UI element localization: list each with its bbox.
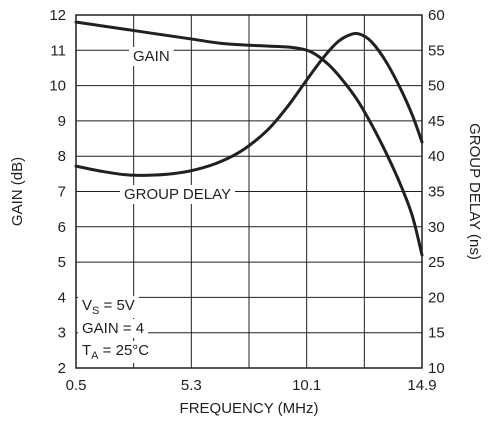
x-tick-label: 5.3 <box>181 377 202 394</box>
series <box>74 20 424 257</box>
y-tick-label: 4 <box>58 289 66 306</box>
condition-supply-voltage: VS = 5V <box>82 297 135 317</box>
x-tick-label: 0.5 <box>66 377 87 394</box>
y-tick-label: 10 <box>49 78 66 95</box>
y2-tick-label: 10 <box>428 360 445 377</box>
y2-tick-label: 15 <box>428 325 445 342</box>
y-tick-label: 7 <box>58 184 66 201</box>
condition-ambient-temperature: TA = 25°C <box>82 342 149 362</box>
y-tick-label: 12 <box>49 7 66 24</box>
y2-axis-title-group-delay: GROUP DELAY (ns) <box>466 123 483 260</box>
plot-frame <box>75 14 423 369</box>
y2-tick-label: 50 <box>428 78 445 95</box>
x-axis-title: FREQUENCY (MHz) <box>180 400 319 417</box>
y2-tick-label: 30 <box>428 219 445 236</box>
y-axis-title-gain: GAIN (dB) <box>9 157 26 226</box>
cond-ta-background <box>78 341 154 363</box>
y2-tick-label: 25 <box>428 254 445 271</box>
cond-gain-background <box>78 319 149 338</box>
y-tick-label: 8 <box>58 148 66 165</box>
y-tick-label: 3 <box>58 325 66 342</box>
y2-tick-label: 20 <box>428 289 445 306</box>
gain-curve-label: GAIN <box>133 48 170 65</box>
group-delay-curve-label: GROUP DELAY <box>124 186 231 203</box>
y2-tick-label: 40 <box>428 148 445 165</box>
gain-label-background <box>129 47 174 66</box>
y-tick-label: 11 <box>50 42 66 59</box>
condition-gain: GAIN = 4 <box>82 320 144 337</box>
y-tick-label: 5 <box>58 254 66 271</box>
y-tick-label: 2 <box>58 360 66 377</box>
annotation-backgrounds <box>78 47 235 363</box>
gain-curve <box>74 20 424 257</box>
y-tick-label: 9 <box>58 113 66 130</box>
group-delay-curve <box>74 31 424 177</box>
y2-tick-label: 55 <box>428 42 445 59</box>
y-tick-label: 6 <box>58 219 66 236</box>
y2-tick-label: 60 <box>428 7 445 24</box>
delay-label-background <box>120 185 235 204</box>
y2-tick-label: 35 <box>428 184 445 201</box>
cond-vs-background <box>78 296 139 318</box>
x-tick-label: 10.1 <box>292 377 321 394</box>
x-tick-label: 14.9 <box>407 377 436 394</box>
y2-tick-label: 45 <box>428 113 445 130</box>
